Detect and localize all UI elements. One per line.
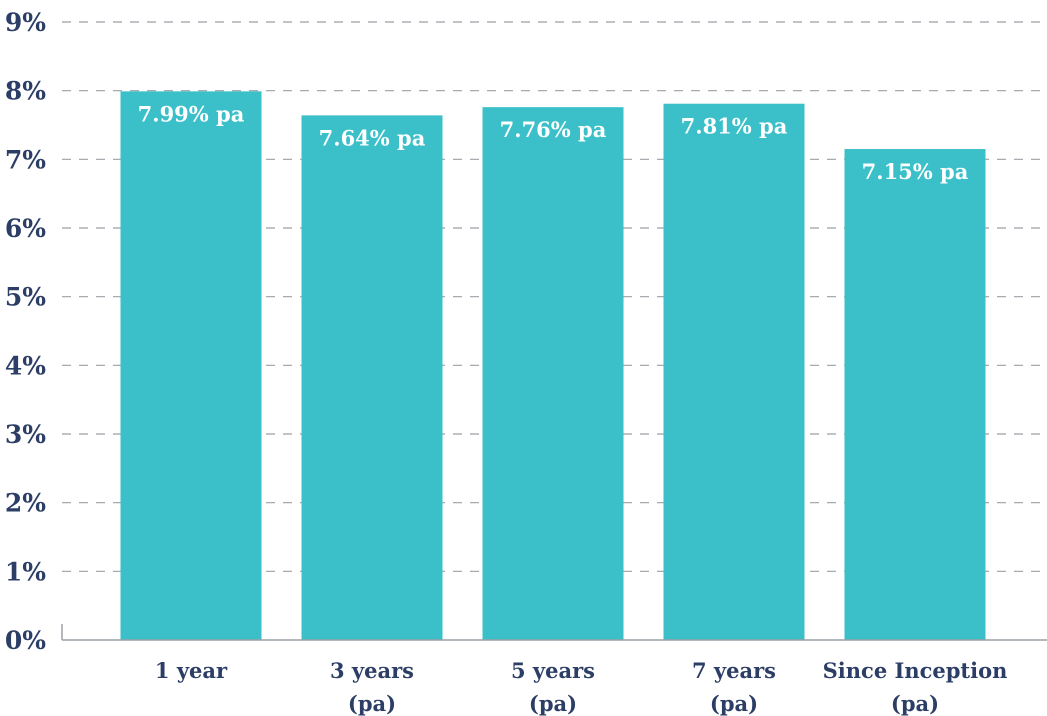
y-tick-label: 5% (5, 283, 46, 312)
x-tick-label: (pa) (891, 691, 939, 716)
data-labels: 7.99% pa 7.64% pa 7.76% pa 7.81% pa 7.15% pa (138, 101, 969, 184)
bar (663, 103, 805, 641)
bars (120, 91, 986, 641)
data-label: 7.76% pa (500, 117, 607, 142)
x-tick-label: (pa) (348, 691, 396, 716)
x-tick-label: (pa) (710, 691, 758, 716)
y-tick-label: 0% (5, 626, 46, 655)
y-tick-label: 2% (5, 489, 46, 518)
data-label: 7.81% pa (681, 114, 788, 139)
x-tick-label: 7 years (692, 658, 776, 683)
bar (482, 107, 624, 640)
y-tick-label: 9% (5, 8, 46, 37)
y-tick-label: 4% (5, 351, 46, 380)
x-tick-label: 5 years (511, 658, 595, 683)
y-axis-ticks: 0% 1% 2% 3% 4% 5% 6% 7% 8% 9% (5, 8, 46, 655)
bar (844, 149, 986, 641)
y-tick-label: 6% (5, 214, 46, 243)
y-tick-label: 8% (5, 77, 46, 106)
data-label: 7.99% pa (138, 101, 245, 126)
data-label: 7.64% pa (319, 125, 426, 150)
bar (301, 115, 443, 641)
x-tick-label: (pa) (529, 691, 577, 716)
data-label: 7.15% pa (862, 159, 969, 184)
y-tick-label: 1% (5, 557, 46, 586)
x-tick-label: 1 year (155, 658, 228, 683)
y-tick-label: 7% (5, 145, 46, 174)
x-tick-label: 3 years (330, 658, 414, 683)
x-tick-label: Since Inception (823, 658, 1008, 683)
bar (120, 91, 262, 640)
x-axis-ticks: 1 year 3 years (pa) 5 years (pa) 7 years (pa) S… (155, 658, 1007, 716)
y-tick-label: 3% (5, 420, 46, 449)
